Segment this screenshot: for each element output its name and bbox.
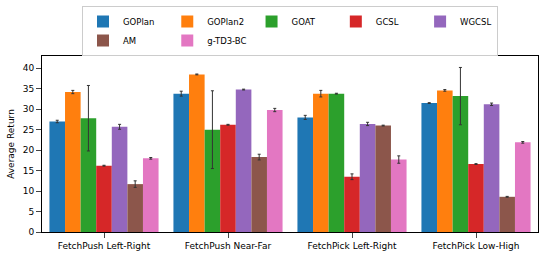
svg-text:GOPlan: GOPlan — [123, 17, 154, 27]
svg-text:25: 25 — [23, 125, 34, 135]
svg-text:GOAT: GOAT — [292, 17, 316, 27]
svg-text:AM: AM — [123, 36, 136, 46]
svg-text:10: 10 — [23, 186, 35, 196]
svg-text:30: 30 — [23, 104, 35, 114]
svg-text:FetchPush Near-Far: FetchPush Near-Far — [185, 241, 272, 251]
svg-text:GCSL: GCSL — [376, 17, 399, 27]
svg-text:15: 15 — [23, 166, 34, 176]
svg-text:FetchPick Low-High: FetchPick Low-High — [433, 241, 520, 251]
svg-text:0: 0 — [28, 227, 34, 237]
svg-text:FetchPick Left-Right: FetchPick Left-Right — [307, 241, 397, 251]
svg-text:GOPlan2: GOPlan2 — [207, 17, 244, 27]
svg-text:g-TD3-BC: g-TD3-BC — [207, 36, 246, 46]
svg-text:WGCSL: WGCSL — [460, 17, 491, 27]
svg-text:5: 5 — [28, 207, 34, 217]
svg-text:Average Return: Average Return — [6, 109, 16, 179]
svg-text:35: 35 — [23, 84, 34, 94]
svg-text:FetchPush Left-Right: FetchPush Left-Right — [58, 241, 151, 251]
svg-text:20: 20 — [23, 145, 35, 155]
svg-text:40: 40 — [23, 63, 35, 73]
